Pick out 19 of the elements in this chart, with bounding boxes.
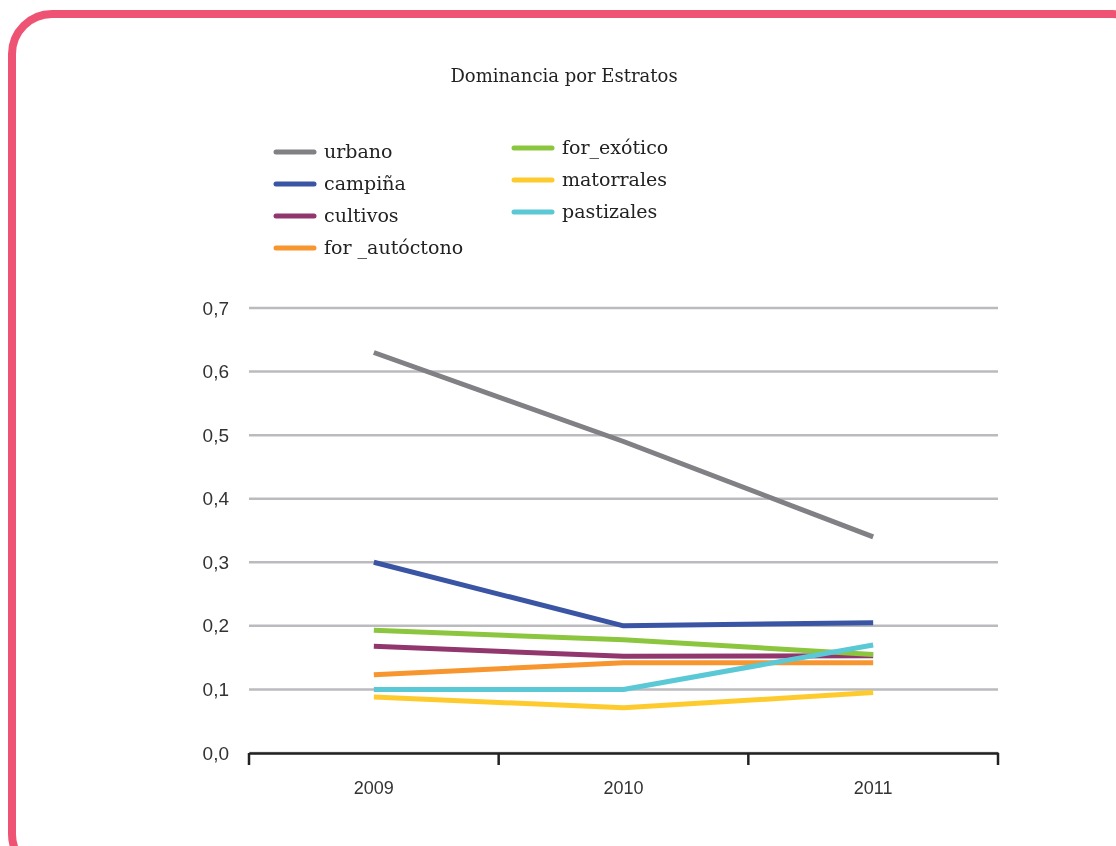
x-tick-label: 2009 bbox=[353, 777, 394, 798]
chart-title: Dominancia por Estratos bbox=[450, 65, 678, 86]
y-tick-label: 0,2 bbox=[202, 615, 229, 637]
legend-label: for_exótico bbox=[562, 136, 669, 159]
legend-label: pastizales bbox=[562, 200, 658, 222]
legend-label: campiña bbox=[324, 172, 406, 194]
y-tick-label: 0,1 bbox=[202, 679, 229, 701]
legend-label: cultivos bbox=[324, 204, 399, 226]
y-tick-label: 0,0 bbox=[202, 742, 229, 764]
y-tick-label: 0,3 bbox=[202, 551, 229, 573]
x-tick-label: 2010 bbox=[603, 777, 644, 798]
y-tick-label: 0,7 bbox=[202, 297, 229, 319]
legend-label: urbano bbox=[324, 140, 393, 162]
y-tick-label: 0,5 bbox=[202, 424, 229, 446]
y-tick-label: 0,4 bbox=[202, 488, 230, 510]
legend-label: for _autóctono bbox=[324, 236, 464, 259]
legend-label: matorrales bbox=[562, 168, 667, 190]
x-tick-label: 2011 bbox=[853, 777, 893, 798]
y-tick-label: 0,6 bbox=[202, 361, 229, 383]
